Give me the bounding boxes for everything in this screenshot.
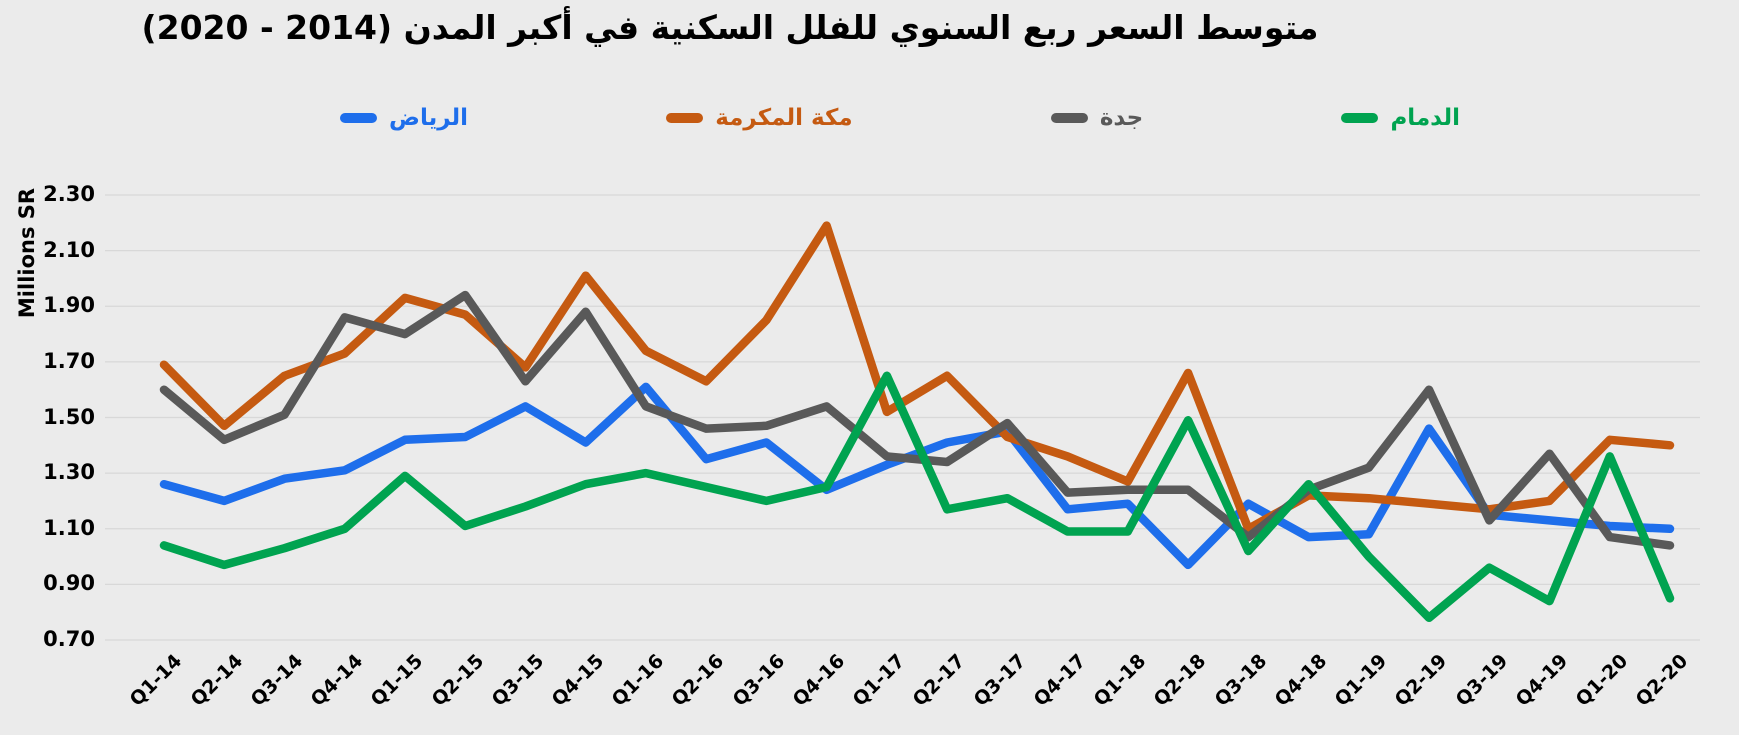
series-line-makkah bbox=[159, 221, 1675, 534]
y-tick-label: 2.30 bbox=[43, 182, 95, 206]
series-line-dammam bbox=[159, 371, 1675, 623]
legend-marker-dammam bbox=[1341, 113, 1379, 123]
legend-marker-jeddah bbox=[1050, 113, 1088, 123]
legend-label-jeddah: جدة bbox=[1099, 105, 1144, 131]
y-tick-label: 0.90 bbox=[43, 571, 95, 596]
y-tick-label: 0.70 bbox=[43, 627, 95, 651]
legend: الرياض مكة المكرمة جدة الدمام bbox=[340, 100, 1460, 136]
legend-marker-makkah bbox=[666, 113, 704, 123]
y-tick-label: 1.50 bbox=[43, 404, 95, 429]
legend-marker-riyadh bbox=[340, 113, 377, 123]
legend-item-dammam: الدمام bbox=[1341, 105, 1460, 131]
chart-title: متوسط السعر ربع السنوي للفلل السكنية في … bbox=[141, 8, 1319, 47]
y-tick-label: 1.10 bbox=[43, 515, 95, 540]
y-tick-label: 1.90 bbox=[43, 293, 95, 318]
legend-label-riyadh: الرياض bbox=[389, 105, 469, 131]
legend-item-jeddah: جدة bbox=[1050, 105, 1144, 131]
legend-item-makkah: مكة المكرمة bbox=[666, 105, 853, 131]
series-line-riyadh bbox=[159, 382, 1675, 570]
y-tick-label: 2.10 bbox=[43, 237, 95, 262]
legend-label-dammam: الدمام bbox=[1390, 105, 1460, 131]
y-tick-label: 1.30 bbox=[43, 460, 95, 485]
series-line-jeddah bbox=[159, 290, 1675, 550]
y-tick-label: 1.70 bbox=[43, 348, 95, 373]
legend-label-makkah: مكة المكرمة bbox=[715, 105, 853, 131]
legend-item-riyadh: الرياض bbox=[340, 105, 468, 131]
